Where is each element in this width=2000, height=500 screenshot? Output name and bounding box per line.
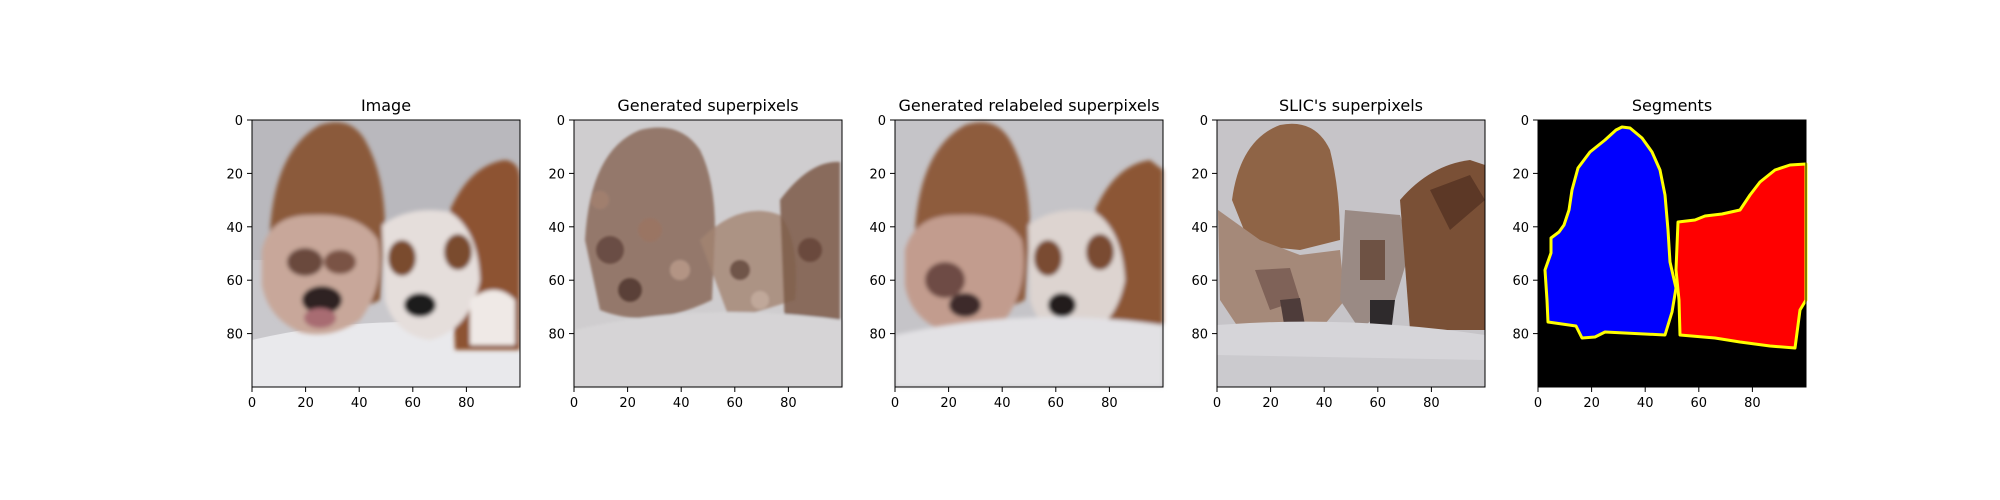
- axes-panel-4: SLIC's superpixels 0 20 40 60 80 0 20 40 60 80: [1191, 96, 1486, 411]
- axes-frame: [1537, 119, 1807, 388]
- x-tick-label: 60: [1048, 396, 1065, 411]
- panel-title: Segments: [1632, 96, 1712, 115]
- y-tick-label: 60: [1191, 274, 1208, 289]
- y-tick-label: 60: [548, 274, 565, 289]
- x-tick-label: 40: [673, 396, 690, 411]
- y-tick-label: 80: [226, 328, 243, 343]
- x-tick-label: 80: [1101, 396, 1118, 411]
- y-tick-label: 80: [1512, 328, 1529, 343]
- y-tick-label: 60: [226, 274, 243, 289]
- slic-superpixels-image: [1217, 120, 1485, 387]
- y-tick-label: 40: [1191, 221, 1208, 236]
- x-tick-label: 20: [1262, 396, 1279, 411]
- panel-title: Generated relabeled superpixels: [898, 96, 1159, 115]
- y-tick-label: 0: [1521, 114, 1529, 129]
- x-tick-label: 20: [619, 396, 636, 411]
- y-tick-label: 60: [1512, 274, 1529, 289]
- y-tick-label: 0: [878, 114, 886, 129]
- y-tick-label: 80: [548, 328, 565, 343]
- x-tick-label: 60: [1370, 396, 1387, 411]
- dogs-photo-image: [252, 120, 520, 387]
- axes-frame: [1216, 119, 1486, 388]
- x-tick-label: 40: [1637, 396, 1654, 411]
- axes-panel-3: Generated relabeled superpixels 0 20 40 60 80…: [869, 96, 1164, 411]
- x-tick-label: 60: [727, 396, 744, 411]
- x-tick-label: 20: [1583, 396, 1600, 411]
- x-tick-label: 0: [1213, 396, 1221, 411]
- y-tick-label: 40: [548, 221, 565, 236]
- axes-panel-1: Image 0 20 40 60 80 0 20 40 60 80: [226, 96, 521, 411]
- axes-frame: [894, 119, 1164, 388]
- y-tick-label: 0: [1200, 114, 1208, 129]
- segments-mask-image: [1538, 120, 1808, 387]
- axes-frame: [573, 119, 843, 388]
- axes-frame: [251, 119, 521, 388]
- x-tick-label: 80: [1423, 396, 1440, 411]
- y-tick-label: 20: [548, 167, 565, 182]
- y-tick-label: 60: [869, 274, 886, 289]
- x-tick-label: 60: [405, 396, 422, 411]
- y-tick-label: 80: [869, 328, 886, 343]
- y-tick-label: 0: [235, 114, 243, 129]
- panel-title: SLIC's superpixels: [1279, 96, 1423, 115]
- y-tick-label: 20: [226, 167, 243, 182]
- x-tick-label: 0: [1534, 396, 1542, 411]
- x-tick-label: 80: [780, 396, 797, 411]
- y-tick-label: 20: [1191, 167, 1208, 182]
- x-tick-label: 20: [297, 396, 314, 411]
- axes-panel-5: Segments 0 20 40 60 80 0 20 40 60 80: [1512, 96, 1807, 411]
- y-tick-label: 0: [557, 114, 565, 129]
- y-tick-label: 40: [1512, 221, 1529, 236]
- y-tick-label: 80: [1191, 328, 1208, 343]
- x-tick-label: 60: [1691, 396, 1708, 411]
- panel-title: Generated superpixels: [617, 96, 798, 115]
- x-tick-label: 40: [351, 396, 368, 411]
- x-tick-label: 40: [994, 396, 1011, 411]
- generated-superpixels-image: [574, 120, 842, 387]
- x-tick-label: 20: [940, 396, 957, 411]
- x-tick-label: 80: [458, 396, 475, 411]
- relabeled-superpixels-image: [895, 120, 1163, 387]
- y-tick-label: 40: [226, 221, 243, 236]
- y-tick-label: 40: [869, 221, 886, 236]
- panel-title: Image: [361, 96, 411, 115]
- axes-panel-2: Generated superpixels 0 20 40 60 80 0 20 40 60 80: [548, 96, 843, 411]
- x-tick-label: 0: [570, 396, 578, 411]
- x-tick-label: 0: [891, 396, 899, 411]
- y-tick-label: 20: [1512, 167, 1529, 182]
- x-tick-label: 0: [248, 396, 256, 411]
- x-tick-label: 40: [1316, 396, 1333, 411]
- x-tick-label: 80: [1744, 396, 1761, 411]
- y-tick-label: 20: [869, 167, 886, 182]
